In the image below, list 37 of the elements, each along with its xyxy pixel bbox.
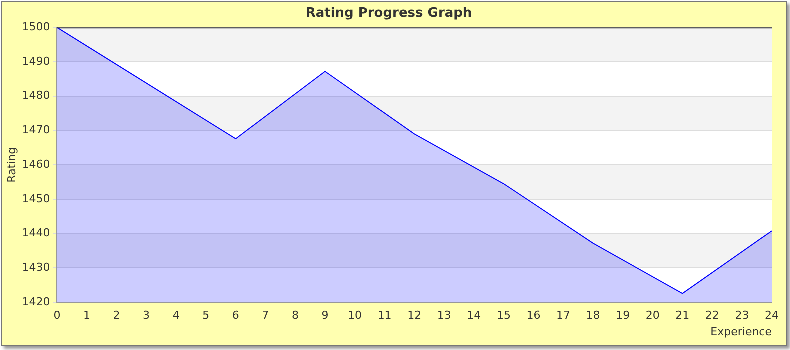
x-tick-label: 22: [705, 309, 720, 322]
y-tick-label: 1480: [22, 89, 50, 102]
x-tick-label: 15: [496, 309, 511, 322]
x-tick-label: 1: [83, 309, 90, 322]
x-tick-label: 11: [378, 309, 392, 322]
x-tick-label: 24: [765, 309, 779, 322]
x-tick-label: 20: [646, 309, 660, 322]
y-axis-title: Rating: [5, 147, 18, 183]
x-tick-label: 10: [348, 309, 362, 322]
y-tick-label: 1450: [22, 192, 50, 206]
x-tick-label: 12: [408, 309, 422, 322]
x-tick-label: 2: [113, 309, 120, 322]
x-tick-label: 0: [54, 309, 61, 322]
y-tick-label: 1470: [22, 124, 50, 137]
x-tick-label: 23: [735, 309, 750, 322]
x-tick-label: 13: [437, 309, 452, 322]
x-tick-label: 3: [143, 309, 150, 322]
x-tick-label: 17: [556, 309, 571, 322]
x-tick-label: 18: [586, 309, 600, 322]
x-tick-label: 5: [202, 309, 210, 322]
x-tick-label: 21: [676, 309, 690, 322]
x-tick-label: 7: [262, 309, 270, 322]
chart-title: Rating Progress Graph: [306, 6, 472, 22]
x-tick-label: 19: [616, 309, 630, 322]
y-tick-label: 1420: [22, 295, 50, 308]
y-tick-label: 1440: [22, 226, 50, 240]
x-tick-label: 6: [232, 309, 240, 322]
y-tick-label: 1490: [22, 54, 50, 68]
y-tick-label: 1430: [22, 261, 50, 274]
y-tick-label: 1500: [22, 20, 50, 34]
x-axis-title: Experience: [710, 325, 772, 338]
x-tick-label: 8: [292, 309, 299, 322]
x-tick-label: 14: [467, 309, 482, 322]
y-tick-label: 1460: [22, 158, 50, 171]
x-tick-label: 16: [526, 309, 541, 322]
x-tick-label: 9: [322, 309, 329, 322]
x-tick-label: 4: [172, 309, 180, 322]
